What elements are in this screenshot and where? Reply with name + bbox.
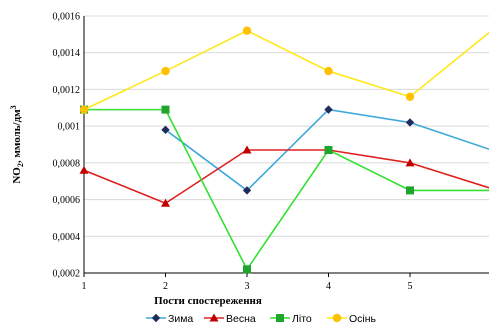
series-group: [79, 26, 489, 274]
data-point: [324, 105, 333, 114]
data-point: [324, 66, 333, 76]
y-tick-labels: 0,0002 0,0004 0,0006 0,0008 0,001 0,0012 0,001…: [53, 12, 81, 280]
series-1: [79, 145, 489, 207]
series-line: [84, 108, 489, 271]
data-point: [243, 265, 251, 274]
x-tick-label: 2: [163, 281, 168, 292]
x-tick-label: 5: [408, 281, 413, 292]
legend-label: Весна: [226, 313, 256, 325]
data-point: [406, 186, 414, 195]
axes: [83, 16, 489, 274]
series-line: [83, 149, 489, 205]
legend-item: Осінь: [327, 313, 377, 325]
y-tick-label: 0,0016: [53, 12, 81, 23]
y-axis-title-rest: , ммоль/дм: [11, 109, 23, 163]
y-tick-label: 0,001: [58, 122, 81, 133]
grid-lines: [84, 15, 489, 237]
legend-label: Зима: [168, 313, 193, 325]
x-tick-label: 3: [245, 281, 250, 292]
data-point: [405, 92, 415, 101]
legend-label: Літо: [292, 313, 312, 325]
y-tick-label: 0,0014: [53, 48, 81, 59]
legend-item: Зима: [146, 313, 193, 325]
data-point: [405, 158, 415, 167]
x-tick-labels: 1 2 3 4 5: [82, 273, 413, 292]
data-point: [161, 125, 170, 135]
legend-marker: [151, 313, 161, 323]
y-tick-label: 0,0006: [53, 195, 81, 206]
series-2: [80, 105, 489, 274]
y-tick-label: 0,0012: [53, 85, 81, 96]
legend: Зима Весна Літо Осінь: [146, 313, 377, 325]
x-tick-label: 1: [82, 281, 87, 292]
series-3: [79, 26, 489, 114]
y-axis-title-superscript: 3: [9, 105, 18, 109]
legend-label: Осінь: [349, 313, 377, 325]
y-axis-title: NO2, ммоль/дм3: [9, 105, 25, 183]
y-tick-label: 0,0002: [53, 269, 81, 280]
y-axis-title-main: NO: [11, 167, 23, 184]
series-0: [161, 105, 489, 195]
data-point: [79, 165, 89, 174]
y-tick-label: 0,0008: [53, 158, 81, 169]
data-point: [242, 186, 252, 195]
legend-item: Весна: [204, 313, 256, 325]
series-line: [83, 29, 489, 111]
legend-marker: [209, 313, 219, 322]
data-point: [161, 66, 170, 76]
data-point: [405, 118, 415, 127]
data-point: [161, 198, 170, 207]
x-axis-title: Пости спостереження: [154, 295, 262, 307]
data-point: [324, 146, 333, 155]
data-point: [242, 26, 252, 35]
y-tick-label: 0,0004: [53, 232, 81, 243]
y-axis-title-subscript: 2: [16, 163, 25, 167]
legend-marker: [276, 314, 284, 322]
data-point: [79, 105, 89, 114]
x-tick-label: 4: [326, 281, 331, 292]
data-point: [161, 105, 170, 114]
legend-item: Літо: [270, 313, 312, 325]
data-point: [242, 145, 252, 154]
legend-marker: [332, 313, 342, 323]
